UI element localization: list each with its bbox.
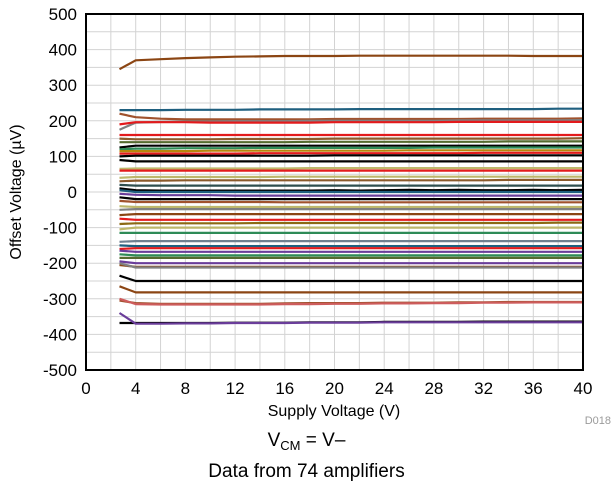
series-line-20 bbox=[119, 187, 584, 192]
series-line-40 bbox=[119, 262, 583, 269]
x-tick-label: 24 bbox=[375, 379, 394, 398]
offset-voltage-chart: 500 400 300 200 100 0 -100 -200 -300 -400 -500 0 4 8… bbox=[8, 5, 611, 425]
diagram-code: D018 bbox=[585, 415, 611, 425]
series-line-14 bbox=[119, 158, 583, 163]
series-line-17 bbox=[119, 175, 583, 179]
plot-frame bbox=[85, 13, 584, 371]
y-tick-label: -300 bbox=[43, 290, 77, 309]
y-tick-label: 400 bbox=[49, 41, 77, 60]
series-line-27 bbox=[119, 213, 583, 217]
series-line-35 bbox=[119, 249, 583, 253]
x-tick-label: 20 bbox=[325, 379, 344, 398]
y-axis-label: Offset Voltage (µV) bbox=[8, 124, 25, 259]
x-tick-labels: 0 4 8 12 16 20 24 28 32 36 40 bbox=[81, 379, 592, 398]
series-line-34 bbox=[119, 247, 583, 251]
series-line-15 bbox=[119, 167, 583, 170]
series-line-44 bbox=[119, 297, 583, 306]
y-tick-label: -500 bbox=[43, 361, 77, 380]
series-line-38 bbox=[119, 260, 583, 265]
y-tick-label: 500 bbox=[49, 5, 77, 24]
caption-subscript: CM bbox=[280, 438, 301, 453]
series-line-30 bbox=[119, 226, 583, 231]
series-line-7 bbox=[119, 137, 584, 141]
x-tick-label: 8 bbox=[181, 379, 190, 398]
y-tick-label: -100 bbox=[43, 219, 77, 238]
series-lines bbox=[118, 54, 584, 325]
y-tick-label: -200 bbox=[43, 254, 77, 273]
caption-condition: VCM = V– bbox=[0, 430, 613, 453]
y-tick-labels: 500 400 300 200 100 0 -100 -200 -300 -400 -500 bbox=[43, 5, 77, 380]
series-line-23 bbox=[119, 196, 583, 201]
series-line-21 bbox=[119, 189, 583, 194]
caption-amplifier-count: Data from 74 amplifiers bbox=[208, 461, 405, 482]
series-line-32 bbox=[119, 240, 583, 243]
series-line-22 bbox=[119, 192, 583, 197]
series-line-3 bbox=[119, 112, 584, 121]
series-line-19 bbox=[119, 183, 583, 187]
x-tick-label: 16 bbox=[275, 379, 294, 398]
series-line-1 bbox=[118, 54, 583, 71]
series-line-26 bbox=[119, 208, 583, 211]
y-tick-label: 100 bbox=[49, 147, 77, 166]
series-line-8 bbox=[119, 140, 583, 144]
x-tick-label: 40 bbox=[574, 379, 593, 398]
series-line-33 bbox=[119, 244, 583, 248]
x-axis-label: Supply Voltage (V) bbox=[268, 403, 401, 420]
x-tick-label: 4 bbox=[131, 379, 140, 398]
series-line-10 bbox=[119, 146, 583, 151]
series-line-13 bbox=[119, 154, 583, 158]
series-line-18 bbox=[119, 178, 583, 183]
x-tick-label: 28 bbox=[424, 379, 443, 398]
y-tick-label: 300 bbox=[49, 76, 77, 95]
x-tick-label: 32 bbox=[474, 379, 493, 398]
series-line-24 bbox=[119, 199, 583, 204]
x-tick-label: 0 bbox=[81, 379, 90, 398]
caption-v: V bbox=[267, 430, 281, 451]
y-tick-label: 0 bbox=[68, 183, 77, 202]
y-tick-label: 200 bbox=[49, 112, 77, 131]
x-tick-label: 36 bbox=[524, 379, 543, 398]
series-line-2 bbox=[119, 107, 583, 112]
series-line-28 bbox=[119, 217, 583, 221]
series-line-42 bbox=[119, 285, 583, 294]
series-line-46 bbox=[118, 312, 583, 325]
y-tick-label: -400 bbox=[43, 325, 77, 344]
series-line-41 bbox=[119, 274, 583, 283]
caption-rest: = V– bbox=[300, 430, 346, 451]
series-line-12 bbox=[119, 151, 583, 155]
series-line-29 bbox=[119, 221, 583, 226]
series-line-36 bbox=[119, 253, 583, 257]
x-tick-label: 12 bbox=[226, 379, 245, 398]
series-line-9 bbox=[119, 144, 583, 149]
series-line-11 bbox=[119, 149, 583, 153]
series-line-5 bbox=[119, 120, 583, 126]
series-line-25 bbox=[119, 205, 583, 209]
